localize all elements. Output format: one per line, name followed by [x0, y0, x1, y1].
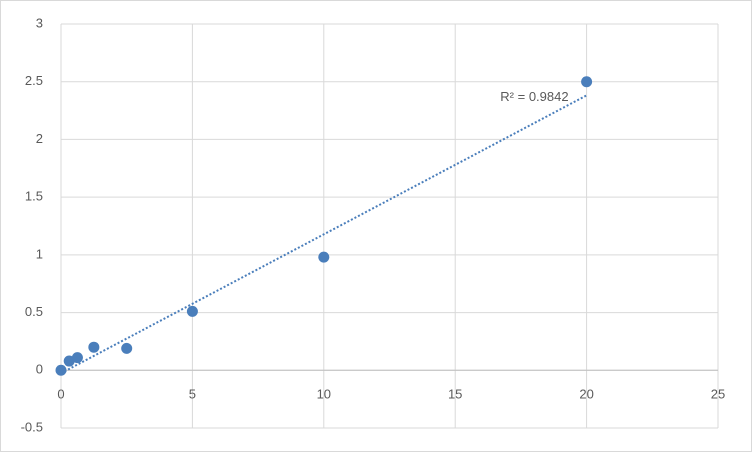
- y-tick-label: 0.5: [25, 304, 43, 319]
- y-tick-label: 1: [36, 246, 43, 261]
- y-tick-label: 3: [36, 15, 43, 30]
- x-tick-label: 15: [448, 387, 462, 402]
- y-tick-label: 2: [36, 131, 43, 146]
- trendline-label: R² = 0.9842: [500, 89, 568, 104]
- x-tick-label: 5: [189, 387, 196, 402]
- x-tick-label: 10: [317, 387, 331, 402]
- point: [121, 342, 133, 354]
- trendline: [60, 94, 588, 375]
- x-tick-label: 25: [711, 387, 725, 402]
- y-tick-label: 2.5: [25, 73, 43, 88]
- point: [63, 355, 75, 367]
- x-tick-label: 0: [57, 387, 64, 402]
- point: [186, 305, 198, 317]
- x-tick-label: 20: [579, 387, 593, 402]
- point: [88, 341, 100, 353]
- point: [55, 364, 67, 376]
- y-tick-label: -0.5: [21, 419, 43, 434]
- point: [581, 76, 593, 88]
- y-tick-label: 0: [36, 362, 43, 377]
- y-tick-label: 1.5: [25, 189, 43, 204]
- point: [71, 352, 83, 364]
- point: [318, 251, 330, 263]
